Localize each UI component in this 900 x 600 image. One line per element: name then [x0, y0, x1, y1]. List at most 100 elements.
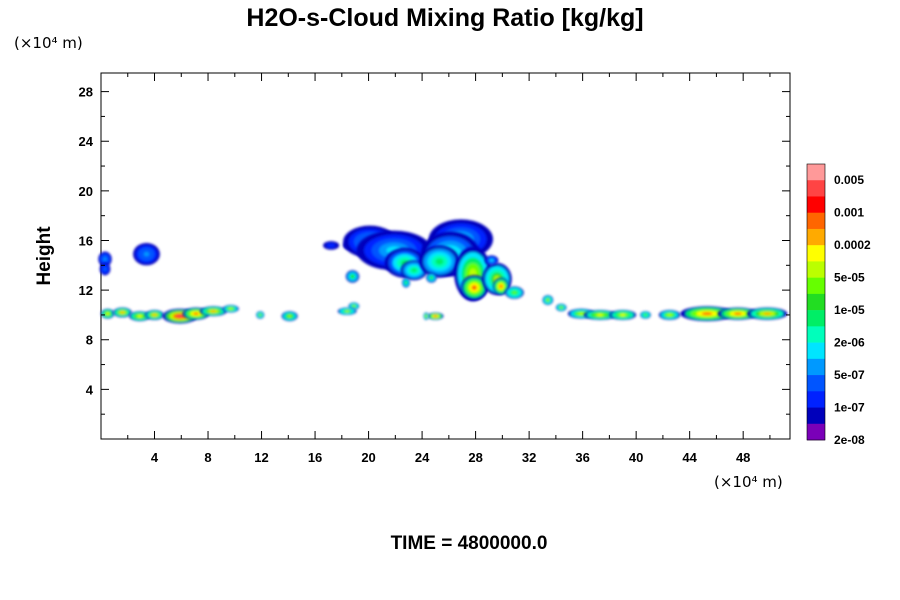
colorbar-label: 5e-07 [834, 368, 865, 382]
x-tick-label: 32 [522, 450, 536, 465]
cloud-cell [680, 306, 734, 322]
cloud-cell [542, 295, 554, 306]
y-axis-label: Height [34, 226, 55, 286]
cloud-contour [329, 244, 333, 247]
cloud-contour [193, 312, 199, 315]
cloud-contour [229, 307, 233, 310]
x-axis: 4 8 12 16 20 24 28 32 36 40 44 48 [127, 73, 771, 465]
colorbar-label: 1e-07 [834, 401, 865, 415]
cloud-contour [143, 251, 150, 257]
colorbar-swatch [807, 326, 825, 343]
cloud-field [98, 219, 788, 324]
cloud-contour [560, 306, 563, 309]
chart-title: H2O-s-Cloud Mixing Ratio [kg/kg] [246, 4, 643, 32]
cloud-contour [405, 281, 407, 284]
cloud-cell [492, 277, 510, 296]
cloud-contour [103, 267, 107, 271]
cloud-cell [323, 241, 340, 250]
cloud-contour [433, 315, 438, 317]
cloud-cell [427, 312, 444, 320]
cloud-contour [546, 299, 549, 302]
cloud-cell [345, 270, 360, 283]
x-tick-label: 4 [151, 450, 159, 465]
cloud-cell [101, 308, 115, 319]
colorbar-swatch [807, 180, 825, 197]
y-tick-label: 28 [79, 85, 93, 100]
cloud-cell [717, 307, 758, 320]
y-tick-label: 8 [86, 333, 93, 348]
colorbar-swatch [807, 164, 825, 181]
x-tick-label: 44 [682, 450, 697, 465]
cloud-contour [435, 258, 444, 265]
cloud-contour [763, 312, 772, 315]
cloud-cell [484, 255, 499, 266]
colorbar: 0.005 0.001 0.0002 5e-05 1e-05 2e-06 5e-07 1e-0… [806, 163, 871, 447]
y-tick-label: 12 [79, 283, 93, 298]
cloud-contour [471, 285, 477, 291]
cloud-contour [345, 310, 350, 312]
cloud-cell [402, 277, 411, 288]
y-tick-label: 24 [79, 134, 94, 149]
cloud-cell [419, 245, 460, 278]
y-axis-unit: (×10⁴ m) [14, 34, 83, 52]
colorbar-swatch [807, 310, 825, 327]
cloud-contour [499, 284, 503, 289]
y-tick-label: 20 [79, 184, 93, 199]
time-label: TIME = 4800000.0 [391, 533, 548, 554]
colorbar-label: 1e-05 [834, 303, 865, 317]
cloud-cell [426, 272, 437, 283]
colorbar-swatch [807, 245, 825, 262]
cloud-contour [667, 313, 672, 316]
x-tick-label: 12 [254, 450, 268, 465]
colorbar-swatch [807, 293, 825, 311]
cloud-cell [747, 307, 788, 320]
colorbar-swatch [807, 423, 825, 441]
cloud-contour [352, 305, 355, 307]
cloud-cell [256, 311, 265, 319]
colorbar-label: 2e-08 [834, 433, 865, 447]
cloud-cell [609, 309, 637, 320]
colorbar-swatch [807, 358, 825, 376]
cloud-contour [430, 276, 433, 279]
cloud-contour [288, 315, 292, 318]
cloud-cell [460, 275, 488, 301]
colorbar-label: 2e-06 [834, 336, 865, 350]
cloud-contour [578, 312, 584, 315]
cloud-contour [596, 313, 604, 316]
cloud-cell [505, 286, 524, 299]
cloud-cell [423, 312, 429, 320]
cloud-cell [658, 309, 681, 320]
x-axis-unit: (×10⁴ m) [714, 473, 783, 491]
cloud-contour [512, 291, 517, 294]
y-tick-label: 4 [86, 382, 94, 397]
cloud-contour [210, 310, 217, 313]
colorbar-label: 0.005 [834, 173, 864, 187]
cloud-cell [555, 303, 567, 312]
y-tick-label: 16 [79, 233, 93, 248]
cloud-contour [120, 311, 125, 314]
x-tick-label: 24 [415, 450, 430, 465]
x-tick-label: 8 [204, 450, 211, 465]
cloud-cell [113, 307, 132, 318]
colorbar-swatch [807, 342, 825, 360]
colorbar-label: 5e-05 [834, 271, 865, 285]
cloud-cell [129, 311, 151, 322]
colorbar-swatch [807, 261, 825, 278]
cloud-contour [351, 275, 354, 278]
colorbar-swatch [807, 375, 825, 392]
colorbar-swatch [807, 212, 825, 230]
y-axis: 4 8 12 16 20 24 28 [79, 85, 790, 415]
cloud-contour [152, 313, 157, 316]
cloud-contour [103, 257, 107, 261]
cloud-contour [620, 313, 626, 316]
x-tick-label: 48 [736, 450, 750, 465]
colorbar-swatch [807, 277, 825, 295]
colorbar-swatch [807, 228, 825, 246]
colorbar-swatch [807, 407, 825, 425]
cloud-contour [259, 314, 262, 316]
cloud-contour [425, 315, 427, 317]
cloud-cell [145, 309, 164, 320]
cloud-cell [222, 305, 239, 313]
cloud-contour [644, 314, 647, 316]
cloud-contour [490, 259, 493, 262]
